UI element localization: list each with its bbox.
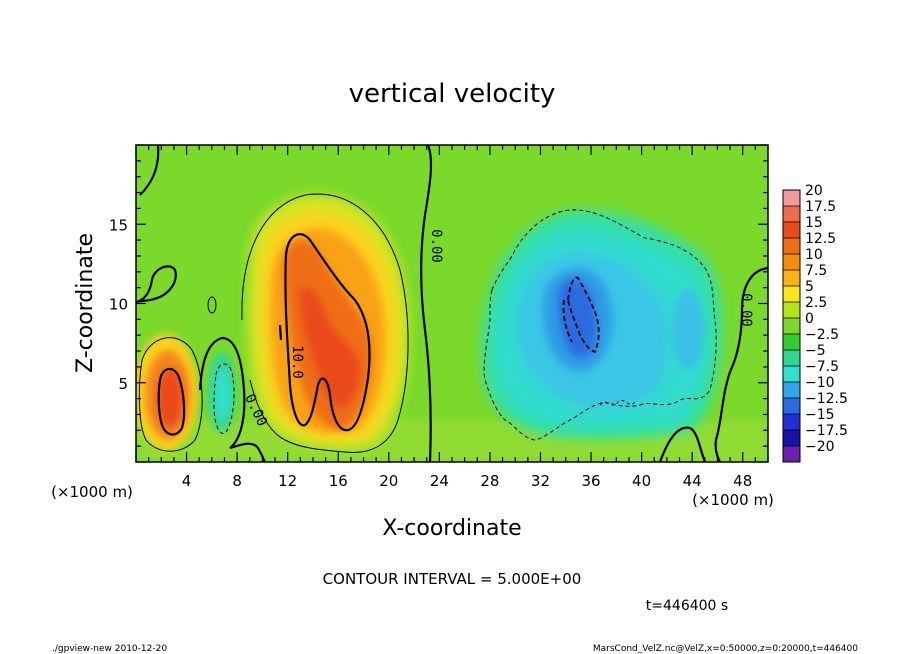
- y-tick-label: 5: [118, 375, 128, 393]
- colorbar-swatch: [783, 318, 800, 335]
- x-tick-label: 8: [232, 472, 242, 490]
- contour-zero-5: [714, 266, 768, 462]
- colorbar-swatch: [783, 414, 800, 431]
- x-tick-label: 40: [632, 472, 651, 490]
- program-info: ./gpview-new 2010-12-20: [52, 644, 167, 654]
- colorbar-level-label: 7.5: [805, 263, 827, 279]
- y-axis-ticks: 5 10 15: [109, 144, 768, 463]
- colorbar-level-label: 20: [805, 183, 823, 199]
- colorbar-swatch: [783, 334, 800, 351]
- contour-zero-3: [198, 336, 267, 462]
- y-unit-label: (×1000 m): [51, 483, 133, 501]
- colorbar-level-label: 5: [805, 279, 814, 295]
- contour-neg5-small: [213, 363, 235, 434]
- colorbar-level-label: 2.5: [805, 295, 827, 311]
- x-tick-label: 48: [733, 472, 752, 490]
- colorbar-level-label: −5: [805, 343, 826, 359]
- x-tick-label: 4: [182, 472, 192, 490]
- colorbar-swatch: [783, 430, 800, 447]
- contour-pos10-main: [284, 233, 371, 432]
- x-axis-ticks: 4 8 12 16 20 24 28 32 36 40 44 48: [135, 145, 769, 490]
- colorbar-swatch: [783, 190, 800, 207]
- colorbar-swatch: [783, 270, 800, 287]
- x-tick-label: 44: [683, 472, 702, 490]
- x-tick-label: 16: [329, 472, 348, 490]
- updraft-left: [136, 334, 198, 450]
- colorbar-swatch: [783, 350, 800, 367]
- x-tick-label: 20: [379, 472, 398, 490]
- downdraft-main: [481, 210, 723, 439]
- contour-lines: [136, 145, 768, 462]
- x-tick-label: 24: [430, 472, 449, 490]
- colorbar-swatch: [783, 238, 800, 255]
- colorbar-level-label: −10: [805, 375, 835, 391]
- contour-zero-4: [420, 145, 433, 462]
- colorbar-level-label: −12.5: [805, 391, 848, 407]
- colorbar-swatch: [783, 222, 800, 239]
- colorbar: 2017.51512.5107.552.50−2.5−5−7.5−10−12.5…: [782, 183, 848, 463]
- contour-label-3: 0.00: [738, 293, 754, 327]
- colorbar-level-label: −15: [805, 407, 835, 423]
- x-axis-label: X-coordinate: [382, 516, 521, 541]
- colorbar-level-label: 12.5: [805, 231, 836, 247]
- colorbar-level-label: 10: [805, 247, 823, 263]
- contour-neg10-main: [567, 276, 600, 354]
- contour-labels: 0.00 10.0 0.00 0.00: [241, 229, 754, 429]
- x-unit-label: (×1000 m): [692, 491, 774, 509]
- contour-zero-1: [136, 265, 177, 304]
- colorbar-level-label: −17.5: [805, 423, 848, 439]
- contour-zero-2: [139, 145, 160, 196]
- colorbar-swatch: [783, 382, 800, 399]
- x-tick-label: 36: [581, 472, 600, 490]
- x-tick-label: 32: [531, 472, 550, 490]
- colorbar-swatch: [783, 398, 800, 415]
- contour-pos5-left: [138, 337, 203, 452]
- x-tick-label: 12: [278, 472, 297, 490]
- colorbar-swatch: [783, 302, 800, 319]
- y-tick-label: 10: [109, 296, 128, 314]
- colorbar-swatch: [783, 446, 800, 463]
- source-info: MarsCond_VelZ.nc@VelZ,x=0:50000,z=0:2000…: [593, 644, 858, 654]
- y-axis-label: Z-coordinate: [73, 233, 98, 373]
- colorbar-level-label: 15: [805, 215, 823, 231]
- colorbar-level-label: −20: [805, 439, 835, 455]
- x-tick-label: 28: [480, 472, 499, 490]
- colorbar-swatch: [783, 366, 800, 383]
- chart-title: vertical velocity: [349, 79, 556, 109]
- contour-label-0: 0.00: [428, 229, 444, 263]
- colorbar-level-label: 17.5: [805, 199, 836, 215]
- colorbar-swatch: [783, 206, 800, 223]
- colorbar-level-label: 0: [805, 311, 814, 327]
- contour-pos10-left: [157, 367, 186, 436]
- contour-pos5-small: [207, 296, 217, 314]
- contour-interval-text: CONTOUR INTERVAL = 5.000E+00: [323, 570, 582, 588]
- y-tick-label: 15: [109, 216, 128, 234]
- colorbar-swatch: [783, 254, 800, 271]
- contour-neg5-main: [483, 209, 717, 441]
- colorbar-level-label: −7.5: [805, 359, 839, 375]
- time-stamp: t=446400 s: [646, 598, 728, 614]
- downdraft-small: [208, 352, 236, 432]
- contour-pos5-main: [241, 193, 409, 454]
- contour-field: [136, 145, 768, 462]
- contour-label-1: 10.0: [289, 345, 305, 379]
- colorbar-level-label: −2.5: [805, 327, 839, 343]
- updraft-main: [248, 195, 409, 448]
- contour-zero-6: [658, 426, 707, 462]
- colorbar-swatch: [783, 286, 800, 303]
